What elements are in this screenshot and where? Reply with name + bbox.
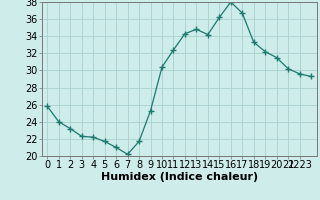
- X-axis label: Humidex (Indice chaleur): Humidex (Indice chaleur): [100, 172, 258, 182]
